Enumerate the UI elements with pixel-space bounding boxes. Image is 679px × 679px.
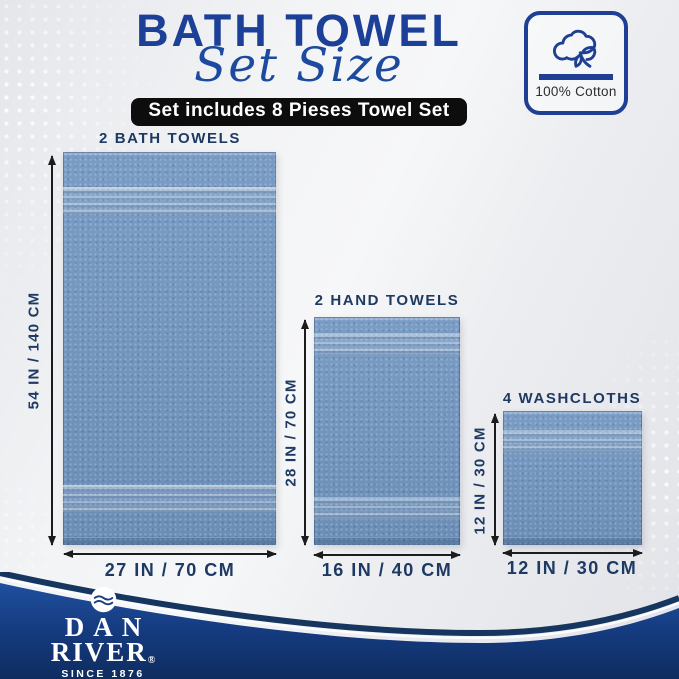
- hand-height-dimension: 28 IN / 70 CM: [277, 330, 305, 535]
- cotton-badge-label: 100% Cotton: [535, 84, 617, 99]
- dobby-border-band: [314, 333, 460, 356]
- washcloth-height-dimension: 12 IN / 30 CM: [466, 418, 494, 542]
- hand-towel-image: [314, 317, 460, 545]
- cotton-badge-divider: [539, 74, 613, 80]
- title-script-subtitle: Set Size: [194, 38, 404, 93]
- brand-name-river: RIVER: [50, 637, 148, 667]
- washcloth-height-dimension-label: 12 IN / 30 CM: [471, 425, 489, 535]
- hand-width-dimension-label: 16 IN / 40 CM: [321, 560, 453, 580]
- hand-towels-label: 2 HAND TOWELS: [314, 292, 460, 309]
- set-includes-badge-row: Set includes 8 Pieses Towel Set: [0, 98, 598, 126]
- dobby-border-band: [314, 497, 460, 520]
- bath-width-arrow: [63, 549, 277, 558]
- bath-height-dimension: 54 IN / 140 CM: [20, 160, 48, 540]
- wave-circle-logo-icon: [90, 586, 116, 613]
- washcloth-width-dimension-label: 12 IN / 30 CM: [506, 558, 638, 578]
- cotton-flower-icon: [553, 29, 597, 68]
- washcloth-image: [503, 411, 642, 545]
- footer-wave: [0, 572, 679, 679]
- towel-hem: [63, 537, 276, 544]
- towel-hem: [314, 537, 460, 544]
- bath-towels-label: 2 BATH TOWELS: [99, 130, 241, 147]
- brand-logo: DAN RIVER® SINCE 1876: [43, 586, 163, 679]
- bath-width-dimension-label: 27 IN / 70 CM: [104, 560, 236, 580]
- dobby-border-band: [63, 485, 276, 512]
- washcloths-label: 4 WASHCLOTHS: [502, 390, 642, 407]
- washcloth-height-arrow: [490, 413, 499, 546]
- hand-height-dimension-label: 28 IN / 70 CM: [282, 378, 300, 487]
- hand-height-arrow: [300, 319, 309, 546]
- cotton-badge: 100% Cotton: [524, 11, 628, 115]
- set-includes-badge: Set includes 8 Pieses Towel Set: [131, 98, 467, 126]
- brand-name-line1: DAN: [64, 612, 151, 642]
- bath-height-dimension-label: 54 IN / 140 CM: [25, 291, 43, 409]
- page-title: BATH TOWEL: [136, 5, 462, 56]
- towel-hem: [503, 537, 642, 544]
- brand-since-tagline: SINCE 1876: [61, 668, 145, 679]
- bath-height-arrow: [47, 155, 56, 546]
- hand-width-arrow: [313, 550, 461, 559]
- registered-trademark-symbol: ®: [147, 655, 156, 666]
- bath-towel-image: [63, 152, 276, 545]
- dobby-border-band: [63, 187, 276, 214]
- brand-name-line2: RIVER®: [43, 639, 163, 666]
- dobby-border-band: [503, 430, 642, 453]
- washcloth-width-arrow: [502, 548, 643, 557]
